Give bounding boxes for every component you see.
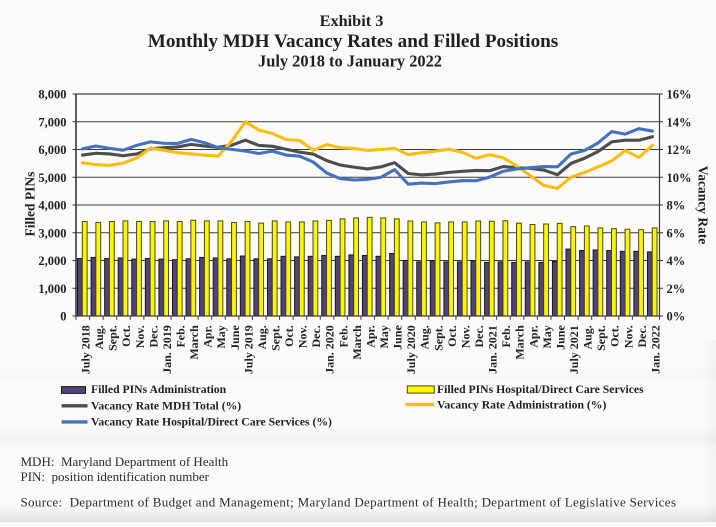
svg-text:8%: 8% xyxy=(667,199,686,213)
svg-text:Sept.: Sept. xyxy=(594,325,608,351)
svg-text:Dec.: Dec. xyxy=(146,325,160,347)
svg-text:MDH: Maryland Department of H: MDH: Maryland Department of Health xyxy=(21,454,229,469)
svg-text:8,000: 8,000 xyxy=(38,88,66,102)
svg-text:Filled PINs: Filled PINs xyxy=(23,172,38,237)
svg-text:March: March xyxy=(513,325,527,360)
svg-text:June: June xyxy=(228,325,242,350)
svg-text:Sept.: Sept. xyxy=(106,325,120,351)
svg-text:Sept.: Sept. xyxy=(268,325,282,351)
svg-text:Aug.: Aug. xyxy=(92,325,106,349)
svg-text:Nov.: Nov. xyxy=(296,325,310,348)
svg-text:Aug.: Aug. xyxy=(581,325,595,349)
svg-text:Vacancy Rate Hospital/Direct C: Vacancy Rate Hospital/Direct Care Servic… xyxy=(91,416,332,429)
svg-text:March: March xyxy=(187,325,201,360)
svg-text:4%: 4% xyxy=(667,254,686,268)
svg-text:Apr.: Apr. xyxy=(526,325,540,348)
svg-text:Jan. 2020: Jan. 2020 xyxy=(323,325,337,374)
svg-text:Vacancy Rate Administration (%: Vacancy Rate Administration (%) xyxy=(437,399,606,412)
svg-text:Apr.: Apr. xyxy=(201,325,215,348)
svg-text:12%: 12% xyxy=(667,143,692,157)
svg-text:March: March xyxy=(350,325,364,360)
svg-text:Vacancy Rate MDH Total (%): Vacancy Rate MDH Total (%) xyxy=(91,399,241,412)
svg-text:Oct.: Oct. xyxy=(119,325,133,347)
svg-text:Nov.: Nov. xyxy=(458,325,472,348)
svg-text:Jan. 2019: Jan. 2019 xyxy=(160,325,174,374)
svg-text:10%: 10% xyxy=(667,171,692,185)
svg-text:July 2020: July 2020 xyxy=(404,325,418,374)
svg-text:2,000: 2,000 xyxy=(38,254,66,268)
svg-text:0%: 0% xyxy=(667,310,686,324)
svg-text:6%: 6% xyxy=(667,226,686,240)
svg-text:0: 0 xyxy=(60,310,66,324)
svg-text:Jan. 2021: Jan. 2021 xyxy=(486,325,500,374)
svg-text:5,000: 5,000 xyxy=(38,171,66,185)
svg-text:Feb.: Feb. xyxy=(336,325,350,347)
svg-text:Feb.: Feb. xyxy=(173,325,187,347)
svg-text:Jan. 2022: Jan. 2022 xyxy=(648,325,662,374)
svg-text:Aug.: Aug. xyxy=(418,325,432,349)
svg-text:Apr.: Apr. xyxy=(363,325,377,348)
svg-text:Dec.: Dec. xyxy=(472,325,486,347)
svg-text:7,000: 7,000 xyxy=(38,115,66,129)
svg-text:May: May xyxy=(377,325,391,348)
svg-text:July 2018 to January 2022: July 2018 to January 2022 xyxy=(258,52,442,71)
svg-text:14%: 14% xyxy=(667,115,692,129)
svg-text:Nov.: Nov. xyxy=(133,325,147,348)
svg-text:Vacancy Rate: Vacancy Rate xyxy=(696,166,711,245)
svg-text:4,000: 4,000 xyxy=(38,199,66,213)
svg-text:Sept.: Sept. xyxy=(431,325,445,351)
svg-text:Monthly MDH Vacancy Rates and: Monthly MDH Vacancy Rates and Filled Pos… xyxy=(148,31,559,52)
svg-text:July 2019: July 2019 xyxy=(241,325,255,374)
svg-text:Oct.: Oct. xyxy=(282,325,296,347)
svg-text:3,000: 3,000 xyxy=(38,226,66,240)
svg-text:16%: 16% xyxy=(667,88,692,102)
svg-text:Filled PINs Hospital/Direct Ca: Filled PINs Hospital/Direct Care Service… xyxy=(437,383,644,396)
svg-text:Dec.: Dec. xyxy=(309,325,323,347)
svg-text:Oct.: Oct. xyxy=(445,325,459,347)
svg-text:2%: 2% xyxy=(667,282,686,296)
svg-text:Exhibit 3: Exhibit 3 xyxy=(320,11,384,30)
svg-text:May: May xyxy=(540,325,554,348)
svg-text:Feb.: Feb. xyxy=(499,325,513,347)
svg-text:May: May xyxy=(214,325,228,348)
svg-text:6,000: 6,000 xyxy=(38,143,66,157)
svg-text:July 2021: July 2021 xyxy=(567,325,581,374)
svg-text:Dec.: Dec. xyxy=(635,325,649,347)
svg-text:July 2018: July 2018 xyxy=(79,325,93,374)
svg-text:1,000: 1,000 xyxy=(38,282,66,296)
svg-text:June: June xyxy=(391,325,405,350)
svg-text:Aug.: Aug. xyxy=(255,325,269,349)
svg-text:Nov.: Nov. xyxy=(621,325,635,348)
svg-text:PIN: position identification: PIN: position identification number xyxy=(21,469,210,484)
svg-text:Filled PINs Administration: Filled PINs Administration xyxy=(91,383,227,396)
svg-text:Oct.: Oct. xyxy=(608,325,622,347)
svg-text:June: June xyxy=(553,325,567,350)
